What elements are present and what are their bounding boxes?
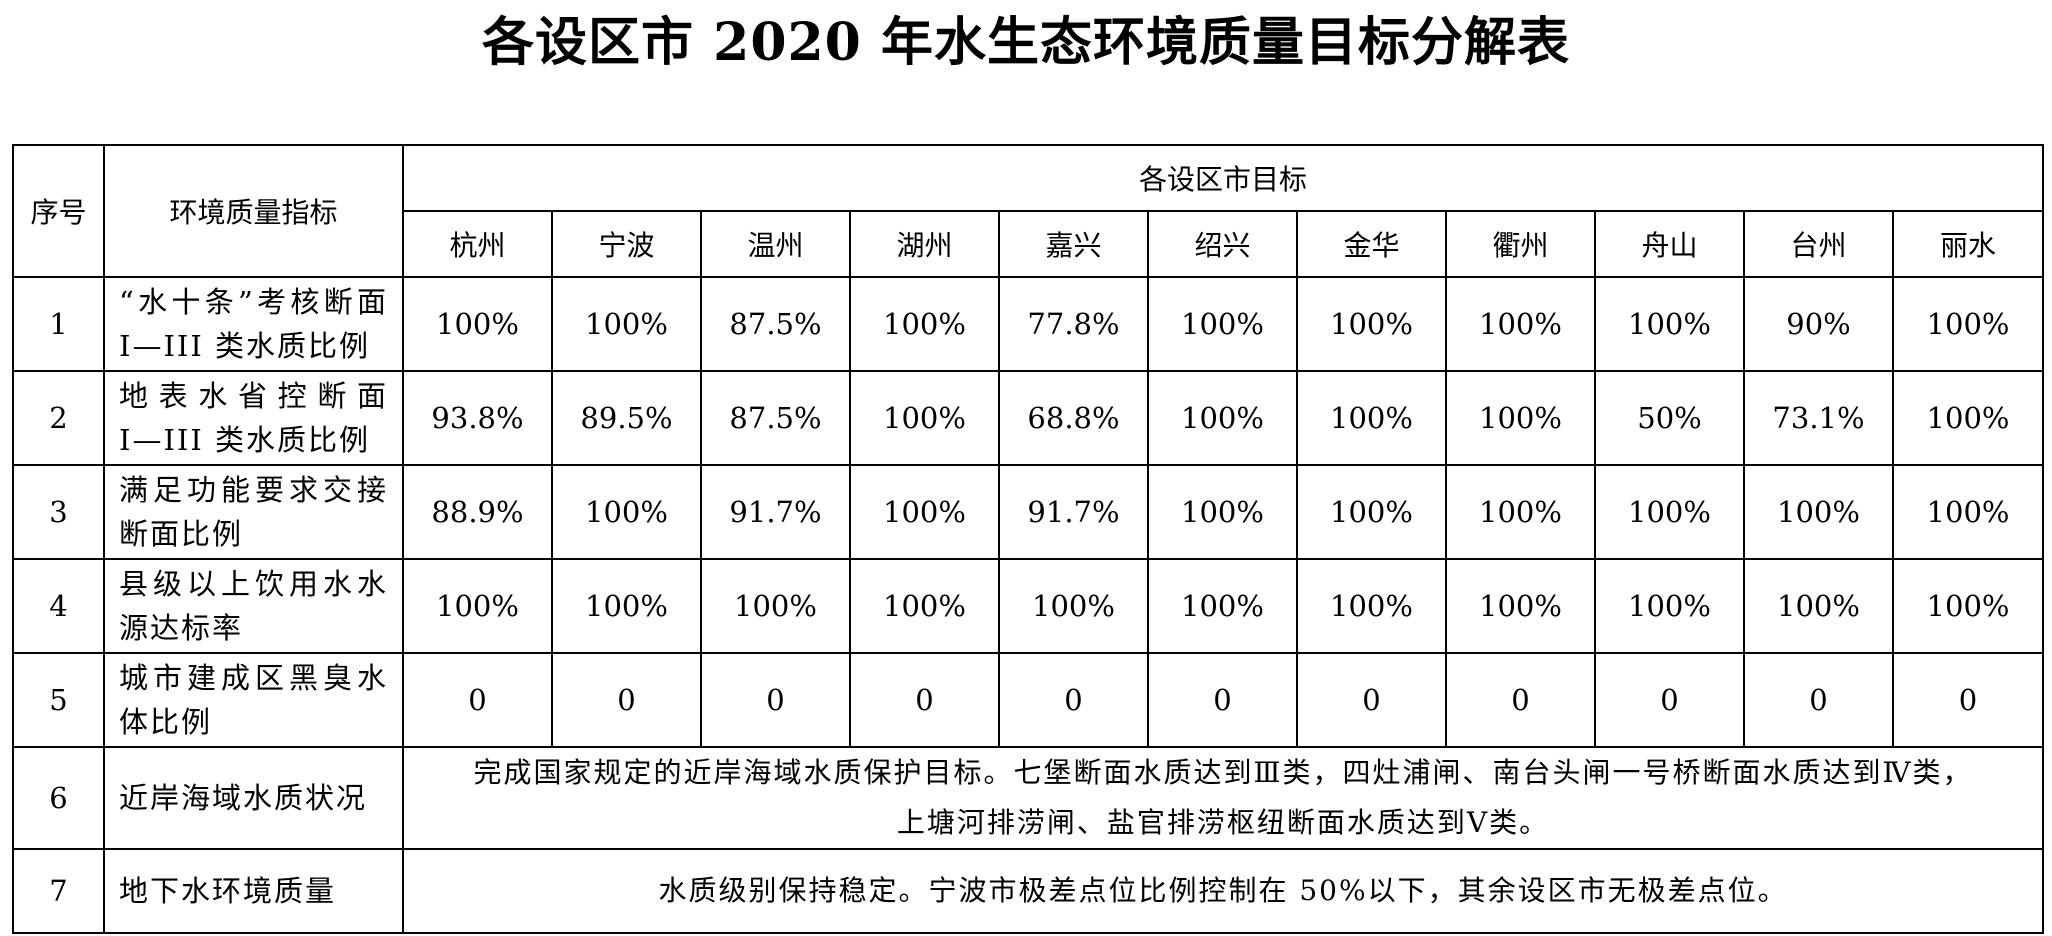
- header-city-group: 各设区市目标: [401, 144, 2045, 212]
- header-city: 嘉兴: [998, 210, 1149, 278]
- row-value: 87.5%: [700, 276, 851, 372]
- row-indicator: 县级以上饮用水水 源达标率: [103, 558, 404, 654]
- row-value: 100%: [402, 276, 553, 372]
- row-value: 100%: [1296, 276, 1447, 372]
- table-row: 4 县级以上饮用水水 源达标率 100% 100% 100% 100% 100% 100% 100…: [12, 558, 2045, 654]
- row-value: 100%: [1147, 558, 1298, 654]
- row-value: 0: [849, 652, 1000, 748]
- row-indicator: 近岸海域水质状况: [103, 746, 404, 850]
- row-seq: 3: [12, 464, 105, 560]
- row-value: 0: [402, 652, 553, 748]
- row-value: 0: [551, 652, 702, 748]
- header-city: 衢州: [1445, 210, 1596, 278]
- header-city: 丽水: [1891, 210, 2045, 278]
- row-value: 100%: [849, 276, 1000, 372]
- row-value: 100%: [1445, 464, 1596, 560]
- row-value: 0: [1147, 652, 1298, 748]
- row-indicator: “水十条”考核断面 I—III 类水质比例: [103, 276, 404, 372]
- header-indicator: 环境质量指标: [103, 144, 404, 278]
- header-seq: 序号: [12, 144, 105, 278]
- row-value: 0: [998, 652, 1149, 748]
- row-value: 89.5%: [551, 370, 702, 466]
- row-value: 87.5%: [700, 370, 851, 466]
- row-value: 88.9%: [402, 464, 553, 560]
- row-value: 0: [1296, 652, 1447, 748]
- row-value: 100%: [1445, 276, 1596, 372]
- row-seq: 7: [12, 848, 105, 934]
- row-seq: 2: [12, 370, 105, 466]
- row-value: 77.8%: [998, 276, 1149, 372]
- row-value: 100%: [1296, 370, 1447, 466]
- row-value: 0: [700, 652, 851, 748]
- table-row-6: 6 近岸海域水质状况 完成国家规定的近岸海域水质保护目标。七堡断面水质达到Ⅲ类，…: [12, 746, 2045, 850]
- header-city: 金华: [1296, 210, 1447, 278]
- row-value: 100%: [1891, 370, 2045, 466]
- row-value: 93.8%: [402, 370, 553, 466]
- row-value: 100%: [1594, 558, 1745, 654]
- targets-table: 序号 环境质量指标 各设区市目标 杭州 宁波 温州 湖州 嘉兴 绍兴 金华 衢州 舟山 台州 丽水 …: [12, 144, 2045, 934]
- table-row: 3 满足功能要求交接 断面比例 88.9% 100% 91.7% 100% 91.7% 100%…: [12, 464, 2045, 560]
- header-city: 温州: [700, 210, 851, 278]
- row-value: 100%: [1743, 464, 1894, 560]
- header-city: 台州: [1743, 210, 1894, 278]
- row-target-text: 完成国家规定的近岸海域水质保护目标。七堡断面水质达到Ⅲ类，四灶浦闸、南台头闸一号…: [401, 746, 2045, 850]
- row-value: 100%: [1445, 558, 1596, 654]
- table-row-7: 7 地下水环境质量 水质级别保持稳定。宁波市极差点位比例控制在 50%以下，其余…: [12, 848, 2045, 934]
- row-indicator: 城市建成区黑臭水 体比例: [103, 652, 404, 748]
- row-indicator: 满足功能要求交接 断面比例: [103, 464, 404, 560]
- row-value: 0: [1445, 652, 1596, 748]
- row-indicator: 地下水环境质量: [103, 848, 404, 934]
- row-value: 73.1%: [1743, 370, 1894, 466]
- row-value: 100%: [1147, 276, 1298, 372]
- row-value: 100%: [1891, 464, 2045, 560]
- row-value: 91.7%: [998, 464, 1149, 560]
- header-city: 湖州: [849, 210, 1000, 278]
- table-row: 1 “水十条”考核断面 I—III 类水质比例 100% 100% 87.5% 100% 77…: [12, 276, 2045, 372]
- row-value: 100%: [700, 558, 851, 654]
- row-value: 100%: [1147, 370, 1298, 466]
- row-value: 100%: [1296, 464, 1447, 560]
- row-value: 100%: [1296, 558, 1447, 654]
- row-value: 90%: [1743, 276, 1894, 372]
- row-value: 100%: [849, 558, 1000, 654]
- row-value: 100%: [402, 558, 553, 654]
- row-seq: 1: [12, 276, 105, 372]
- row-value: 100%: [1594, 276, 1745, 372]
- page-title: 各设区市 2020 年水生态环境质量目标分解表: [482, 12, 1570, 73]
- row-value: 100%: [1594, 464, 1745, 560]
- header-city: 宁波: [551, 210, 702, 278]
- row-indicator: 地表水省控断面 I—III 类水质比例: [103, 370, 404, 466]
- row-value: 50%: [1594, 370, 1745, 466]
- header-city: 杭州: [402, 210, 553, 278]
- row-seq: 6: [12, 746, 105, 850]
- row-value: 0: [1743, 652, 1894, 748]
- row-value: 100%: [849, 464, 1000, 560]
- row-value: 100%: [551, 276, 702, 372]
- row-seq: 5: [12, 652, 105, 748]
- row-value: 0: [1891, 652, 2045, 748]
- row-value: 100%: [849, 370, 1000, 466]
- row-target-text: 水质级别保持稳定。宁波市极差点位比例控制在 50%以下，其余设区市无极差点位。: [401, 848, 2045, 934]
- city-header-row: 杭州 宁波 温州 湖州 嘉兴 绍兴 金华 衢州 舟山 台州 丽水: [13, 210, 2045, 278]
- header-city: 绍兴: [1147, 210, 1298, 278]
- row-value: 100%: [1891, 558, 2045, 654]
- table-row: 2 地表水省控断面 I—III 类水质比例 93.8% 89.5% 87.5% 100% 68…: [12, 370, 2045, 466]
- row-seq: 4: [12, 558, 105, 654]
- row-value: 68.8%: [998, 370, 1149, 466]
- row-value: 100%: [1445, 370, 1596, 466]
- header-city: 舟山: [1594, 210, 1745, 278]
- row-value: 100%: [551, 558, 702, 654]
- row-value: 91.7%: [700, 464, 851, 560]
- row-value: 100%: [551, 464, 702, 560]
- row-value: 0: [1594, 652, 1745, 748]
- table-row: 5 城市建成区黑臭水 体比例 0 0 0 0 0 0 0 0 0 0 0: [12, 652, 2045, 748]
- row-value: 100%: [1891, 276, 2045, 372]
- row-value: 100%: [1743, 558, 1894, 654]
- row-value: 100%: [998, 558, 1149, 654]
- row-value: 100%: [1147, 464, 1298, 560]
